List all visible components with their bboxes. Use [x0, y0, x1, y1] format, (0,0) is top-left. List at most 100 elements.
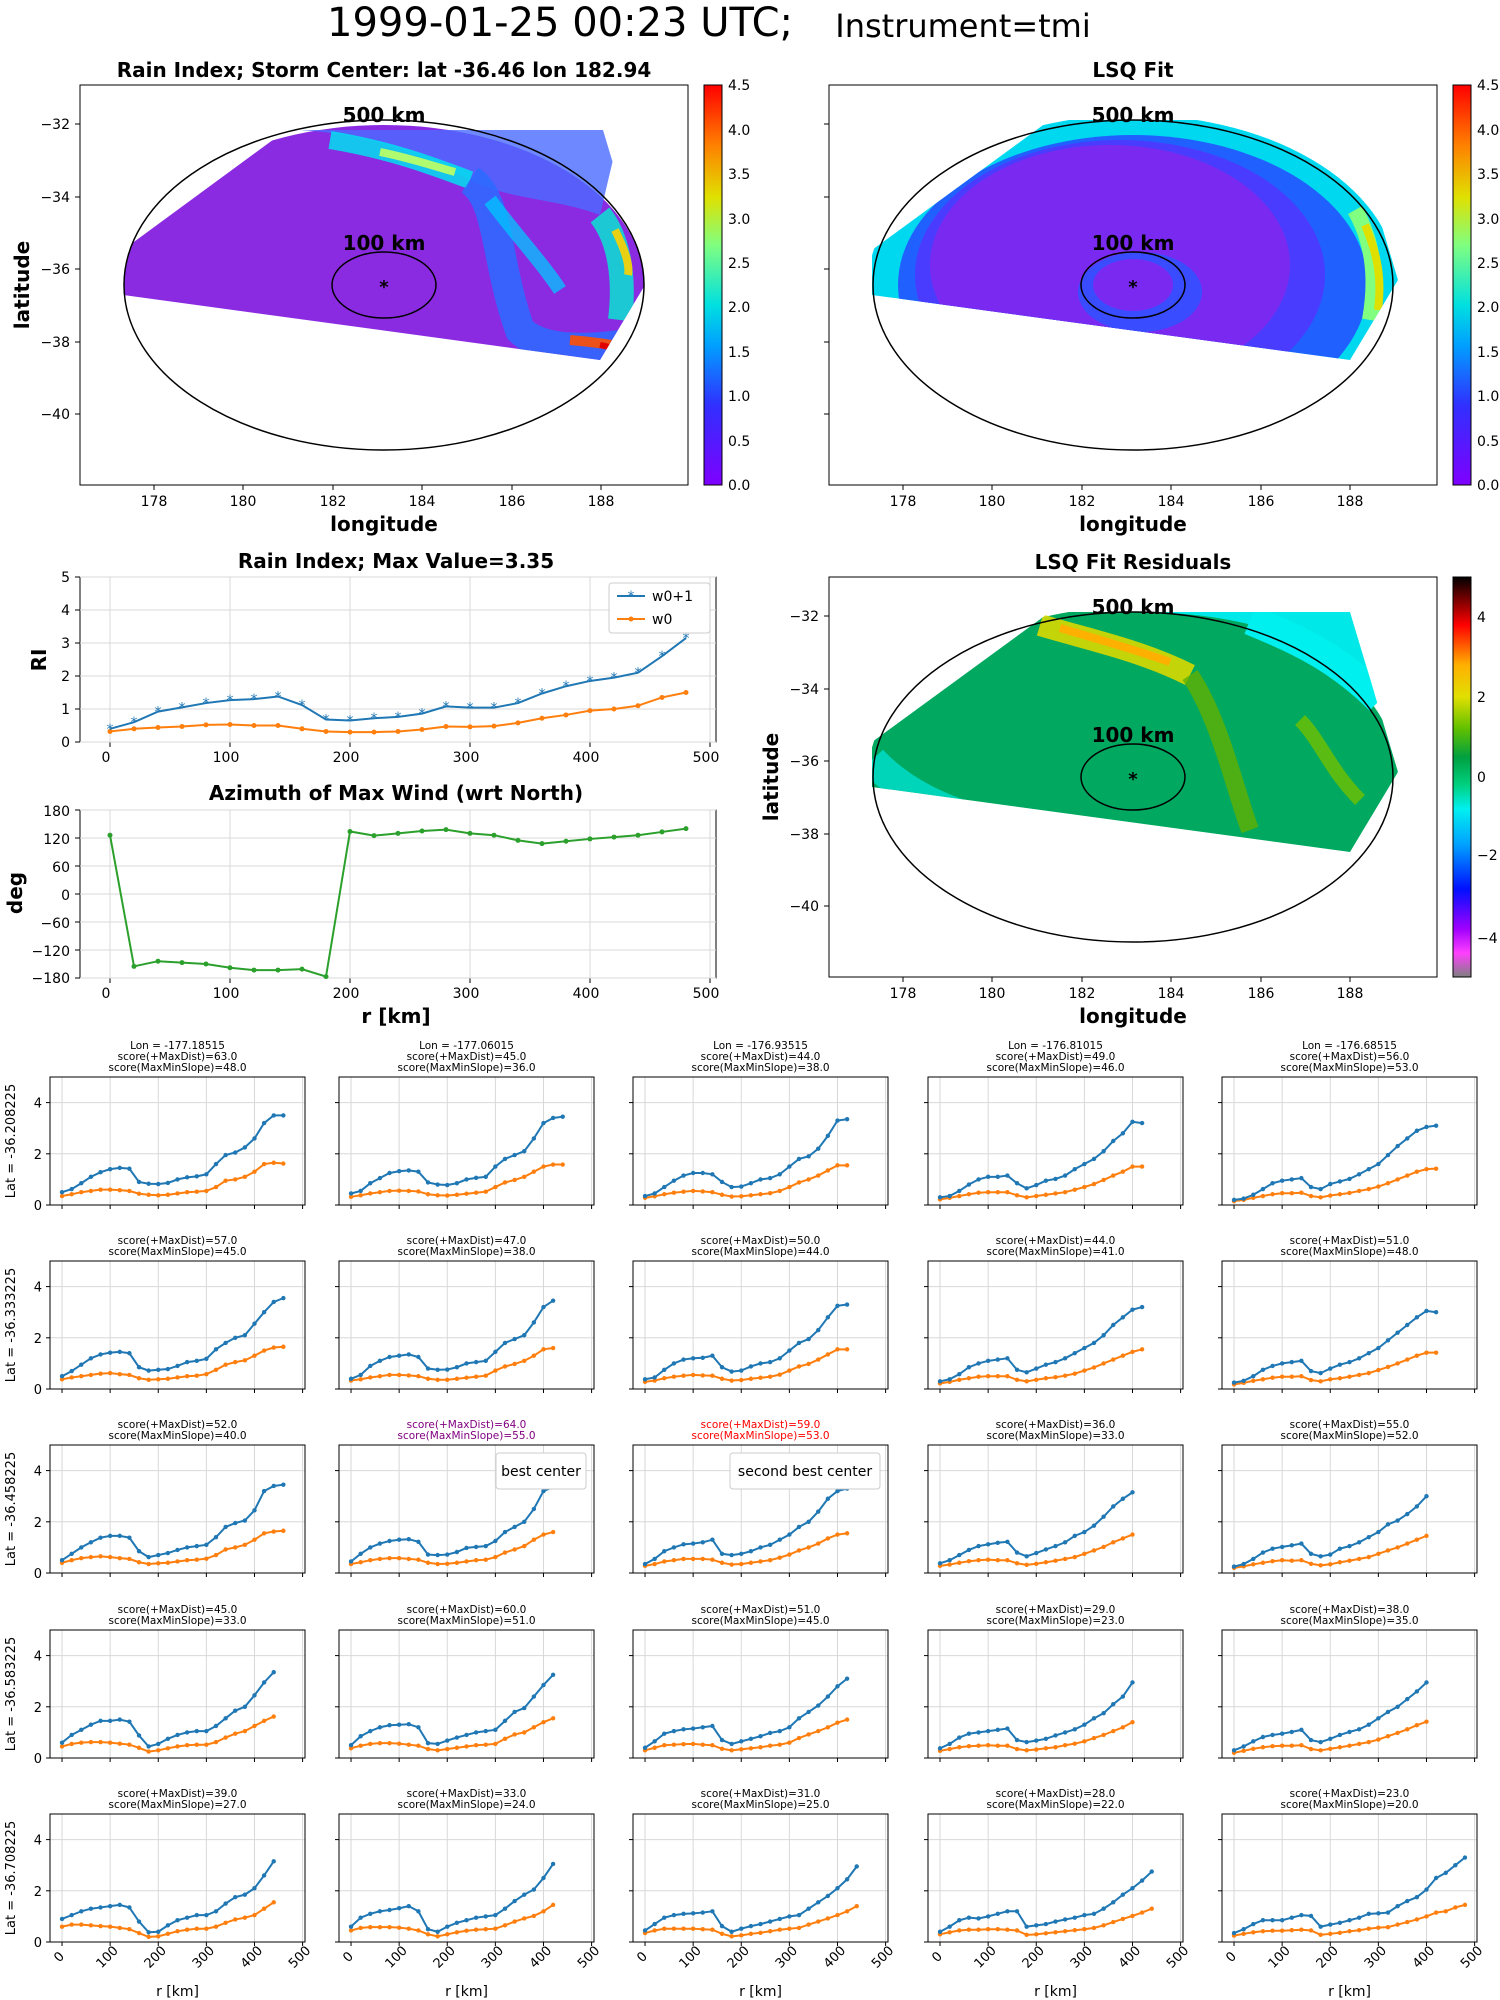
y-tick-label: 60	[52, 860, 70, 876]
cell-title-line: score(+MaxDist)=55.0	[1290, 1419, 1410, 1431]
cell-w0-series-point	[146, 1561, 151, 1567]
lsq-fit-map-title: LSQ Fit	[1092, 58, 1174, 82]
cell-w0-series-point	[835, 1912, 840, 1918]
cell-xlabel: r [km]	[445, 1984, 488, 2000]
cell-w0p1-series-point	[445, 1182, 450, 1188]
cell-w0p1-series-point	[1120, 1131, 1126, 1136]
cell-w0-series-point	[1279, 1374, 1285, 1379]
y-tick-label: 2	[34, 1701, 42, 1716]
cell-w0p1-series-point	[1014, 1550, 1020, 1555]
cell-w0-series-point	[396, 1925, 402, 1930]
cell-w0-series-point	[976, 1927, 981, 1932]
cell-w0p1-series-point	[1082, 1345, 1087, 1351]
x-tick-label: 300	[773, 1943, 801, 1971]
cell-w0p1-series-point	[937, 1195, 943, 1200]
cell-w0p1-series-point	[1433, 1875, 1439, 1881]
cell-w0p1-series-point	[1337, 1179, 1343, 1184]
cell-w0p1-series-line	[350, 1863, 554, 1933]
cell-w0-series-point	[242, 1358, 248, 1363]
cell-w0-series-point	[947, 1746, 952, 1752]
cell-w0p1-series-point	[512, 1152, 517, 1158]
cell-w0-series-point	[522, 1358, 527, 1364]
cell-w0-series-point	[271, 1345, 276, 1350]
cell-w0-series-point	[681, 1926, 686, 1931]
cell-w0-series-point	[1462, 1902, 1468, 1908]
cell-w0-series-point	[79, 1740, 84, 1745]
cell-w0-series-point	[1139, 1347, 1145, 1352]
cell-w0-series-point	[806, 1545, 811, 1550]
cell-w0-series-point	[107, 1554, 113, 1560]
cbar-tick-label: 4	[1477, 610, 1486, 626]
cell-w0-series-point	[184, 1374, 190, 1379]
cell-w0-series-point	[1130, 1532, 1135, 1537]
cell-w0-series-point	[107, 1187, 113, 1192]
cell-w0p1-series-point	[252, 1136, 257, 1141]
cell-w0-series-point	[748, 1560, 754, 1565]
az-series-line	[109, 827, 687, 978]
ri-w0-series-point	[395, 728, 401, 734]
cell-w0p1-series-point	[671, 1728, 677, 1734]
cell-w0-series-line	[1233, 1351, 1437, 1386]
cell-w0p1-series-point	[184, 1359, 190, 1365]
cell-w0-series-point	[825, 1536, 831, 1541]
cell-w0-series-point	[1347, 1929, 1352, 1934]
x-tick-label: 100	[1266, 1943, 1294, 1971]
map1-xlabel: longitude	[330, 512, 438, 536]
cell-w0p1-series-point	[1053, 1733, 1058, 1738]
cell-w0-series-point	[1299, 1374, 1304, 1379]
cell-w0p1-series-point	[1395, 1143, 1400, 1149]
cell-title-line: score(MaxMinSlope)=45.0	[108, 1246, 246, 1258]
cell-w0-series-point	[59, 1377, 65, 1382]
x-tick-label: 200	[333, 750, 360, 766]
cell-w0p1-series-point	[223, 1901, 228, 1906]
cell-w0-series-point	[1299, 1558, 1304, 1563]
cell-w0p1-series-point	[1318, 1186, 1323, 1192]
cell-w0-series-point	[233, 1359, 238, 1365]
x-tick-label: 100	[383, 1943, 411, 1971]
cell-w0-series-point	[1111, 1357, 1116, 1362]
az-series-point	[107, 832, 113, 838]
cell-w0p1-series-point	[445, 1367, 450, 1372]
cell-w0p1-series-point	[729, 1552, 734, 1558]
cell-w0p1-series-point	[117, 1902, 122, 1908]
cell-w0-series-point	[1014, 1928, 1020, 1933]
cell-w0-series-point	[1424, 1719, 1429, 1724]
cell-w0p1-series-point	[739, 1926, 744, 1931]
cell-title-line: score(+MaxDist)=63.0	[118, 1051, 238, 1063]
x-tick-label: 100	[972, 1943, 1000, 1971]
cell-w0-series-point	[1328, 1193, 1333, 1198]
cell-w0p1-series-point	[1366, 1166, 1371, 1172]
cell-w0p1-series-point	[425, 1180, 431, 1185]
cell-w0p1-series-point	[550, 1115, 556, 1121]
ri-w0p1-series-point: *	[515, 696, 522, 712]
ri-w0p1-series-point: *	[227, 693, 234, 709]
cell-frame	[632, 1444, 889, 1574]
cell-w0-series-point	[550, 1529, 556, 1535]
cell-title-line: score(+MaxDist)=49.0	[996, 1051, 1116, 1063]
cell-w0-series-point	[787, 1184, 792, 1190]
cell-w0-series-point	[1251, 1930, 1256, 1935]
cell-w0-series-point	[796, 1180, 802, 1185]
cell-w0p1-series-point	[146, 1554, 151, 1560]
cell-w0p1-series-point	[700, 1355, 705, 1360]
cell-w0-series-point	[156, 1934, 161, 1939]
cell-w0p1-series-point	[213, 1161, 219, 1167]
cell-w0p1-series-point	[522, 1149, 527, 1154]
cell-w0p1-series-point	[348, 1924, 354, 1929]
ri-x-ticks: 0 100 200 300 400 500	[102, 750, 720, 766]
cell-w0p1-series-point	[281, 1295, 286, 1301]
cell-w0p1-series-point	[146, 1744, 151, 1749]
cell-w0p1-series-point	[1385, 1709, 1391, 1715]
cell-w0-series-point	[1043, 1192, 1049, 1197]
cell-w0p1-series-point	[1043, 1547, 1049, 1552]
cell-w0p1-series-point	[825, 1694, 831, 1699]
cell-w0p1-series-point	[1251, 1921, 1256, 1927]
y-tick-label: 2	[34, 1332, 42, 1347]
cell-w0-series-point	[368, 1924, 373, 1930]
map1-100km-label: 100 km	[343, 231, 426, 255]
cell-w0p1-series-point	[1289, 1543, 1294, 1548]
cell-title-line: Lon = -176.81015	[1008, 1040, 1103, 1052]
cell-w0p1-series-point	[844, 1117, 850, 1122]
cell-w0-series-point	[662, 1559, 667, 1564]
row-lat-label: Lat = -36.583225	[4, 1637, 19, 1751]
